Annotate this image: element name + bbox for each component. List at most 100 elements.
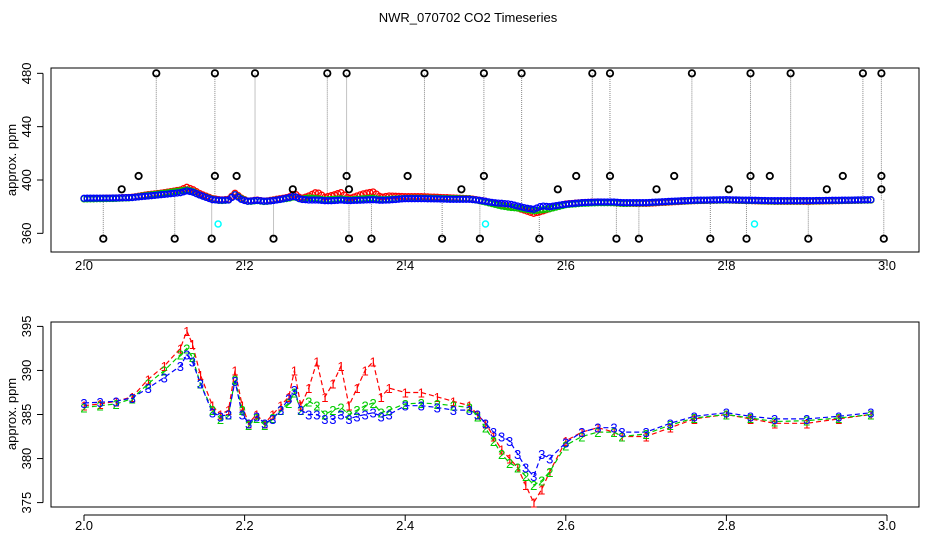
series-2-label: 2 [245, 418, 252, 433]
series-3-point [237, 195, 246, 204]
series-3-label: 3 [129, 391, 136, 406]
series-2-label: 2 [466, 401, 473, 416]
series-3-label: 3 [618, 425, 625, 440]
outlier-point [457, 185, 466, 194]
series-2-label: 2 [538, 474, 545, 489]
series-3-point [864, 196, 872, 204]
outlier-point [804, 234, 813, 243]
series-1-label: 1 [321, 390, 328, 405]
series-2-label: 2 [377, 406, 384, 421]
series-3-label: 3 [667, 416, 674, 431]
series-1-label: 1 [490, 430, 497, 445]
series-3-label: 3 [369, 406, 376, 421]
series-1-label: 1 [209, 399, 216, 414]
series-1-label: 1 [345, 399, 352, 414]
series-3-label: 3 [197, 377, 204, 392]
outlier-point [152, 69, 161, 78]
series-3-label: 3 [231, 374, 238, 389]
series-3-point [279, 195, 287, 203]
series-2-line [83, 347, 871, 486]
series-2-label: 2 [546, 465, 553, 480]
series-1-label: 1 [723, 408, 730, 423]
series-1-label: 1 [353, 381, 360, 396]
outlier-point [746, 69, 755, 78]
series-3-label: 3 [530, 469, 537, 484]
bottom-y-tick-label: 380 [19, 448, 34, 470]
series-3-label: 3 [546, 452, 553, 467]
series-3-label: 3 [482, 416, 489, 431]
outlier-point [877, 171, 886, 181]
series-3-label: 3 [835, 409, 842, 424]
series-3-label: 3 [578, 425, 585, 440]
series-2-label: 2 [269, 411, 276, 426]
series-1-label: 1 [578, 425, 585, 440]
series-2-label: 2 [291, 386, 298, 401]
series-2-label: 2 [691, 411, 698, 426]
series-1-label: 1 [867, 408, 874, 423]
series-3-line [83, 353, 871, 478]
series-1-line [83, 329, 871, 504]
series-3-label: 3 [337, 408, 344, 423]
outlier-point [724, 185, 733, 194]
outlier-point [822, 185, 831, 194]
outlier-point [765, 171, 774, 181]
series-3-label: 3 [642, 425, 649, 440]
outlier-point [367, 234, 376, 243]
series-1-label: 1 [610, 425, 617, 440]
series-3-label: 3 [522, 460, 529, 475]
series-1-label: 1 [291, 364, 298, 379]
series-3-label: 3 [474, 408, 481, 423]
outlier-point [786, 69, 795, 78]
outlier-point [652, 185, 661, 194]
bottom-x-tick-label: 2.4 [396, 518, 414, 533]
series-3-label: 3 [145, 381, 152, 396]
outlier-point [479, 171, 488, 181]
series-2-label: 2 [385, 403, 392, 418]
series-2-label: 2 [183, 341, 190, 356]
series-3-label: 3 [329, 412, 336, 427]
series-2-label: 2 [329, 403, 336, 418]
series-1-label: 1 [450, 394, 457, 409]
bottom-x-tick-label: 2.2 [236, 518, 254, 533]
outlier-point [858, 69, 868, 78]
top-y-axis-label: approx. ppm [4, 124, 19, 196]
bottom-y-tick-label: 375 [19, 492, 34, 514]
series-3-label: 3 [867, 406, 874, 421]
series-1-label: 1 [269, 408, 276, 423]
outlier-point [877, 69, 886, 78]
bottom-x-tick-label: 2.8 [717, 518, 735, 533]
top-x-tick-label: 2.0 [75, 258, 93, 273]
series-3-label: 3 [466, 403, 473, 418]
series-4-point [214, 220, 222, 228]
series-1-label: 1 [129, 390, 136, 405]
series-2-label: 2 [277, 403, 284, 418]
series-3-label: 3 [562, 436, 569, 451]
series-2-label: 2 [771, 415, 778, 430]
series-2-label: 2 [747, 411, 754, 426]
series-2-label: 2 [313, 399, 320, 414]
series-3-label: 3 [402, 399, 409, 414]
series-4-point [750, 220, 759, 228]
series-3-label: 3 [183, 348, 190, 363]
series-3-label: 3 [498, 430, 505, 445]
series-3-label: 3 [225, 408, 232, 423]
series-3-label: 3 [96, 395, 103, 410]
series-2-label: 2 [434, 397, 441, 412]
series-2-label: 2 [369, 396, 376, 411]
series-3-point [517, 203, 525, 211]
series-1-label: 1 [530, 496, 537, 511]
series-2-label: 2 [667, 418, 674, 433]
series-3-label: 3 [538, 447, 545, 462]
series-3-point [507, 200, 515, 209]
outlier-point [420, 69, 429, 78]
outlier-point [742, 234, 751, 243]
series-2-label: 2 [161, 364, 168, 379]
outlier-point [344, 185, 354, 194]
series-3-label: 3 [361, 408, 368, 423]
outlier-point [588, 69, 597, 78]
series-3-label: 3 [189, 355, 196, 370]
series-1-label: 1 [377, 390, 384, 405]
series-2-label: 2 [353, 403, 360, 418]
series-1-label: 1 [361, 364, 368, 379]
